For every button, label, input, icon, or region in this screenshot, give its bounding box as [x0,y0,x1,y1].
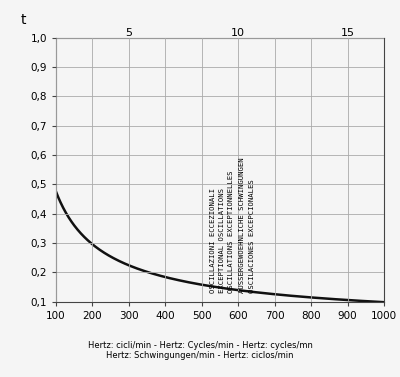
Text: t: t [20,13,26,27]
Text: OSCILACIONES EXCEPCIONALES: OSCILACIONES EXCEPCIONALES [249,179,255,293]
Text: Hertz: cicli/min - Hertz: Cycles/min - Hertz: cycles/mn
Hertz: Schwingungen/min : Hertz: cicli/min - Hertz: Cycles/min - H… [88,341,312,360]
Text: AUSSERGEWOEHNLICHE SCHWINGUNGEN: AUSSERGEWOEHNLICHE SCHWINGUNGEN [239,157,245,293]
Text: OSCILLAZIONI ECCEZIONALI: OSCILLAZIONI ECCEZIONALI [210,188,216,293]
Text: 5: 5 [125,28,132,38]
Text: 10: 10 [231,28,245,38]
Text: 15: 15 [340,28,354,38]
Text: EXCEPTIONAL OSCILLATIONS: EXCEPTIONAL OSCILLATIONS [219,188,225,293]
Text: OSCILLATIONS EXCEPTIONNELLES: OSCILLATIONS EXCEPTIONNELLES [228,170,234,293]
